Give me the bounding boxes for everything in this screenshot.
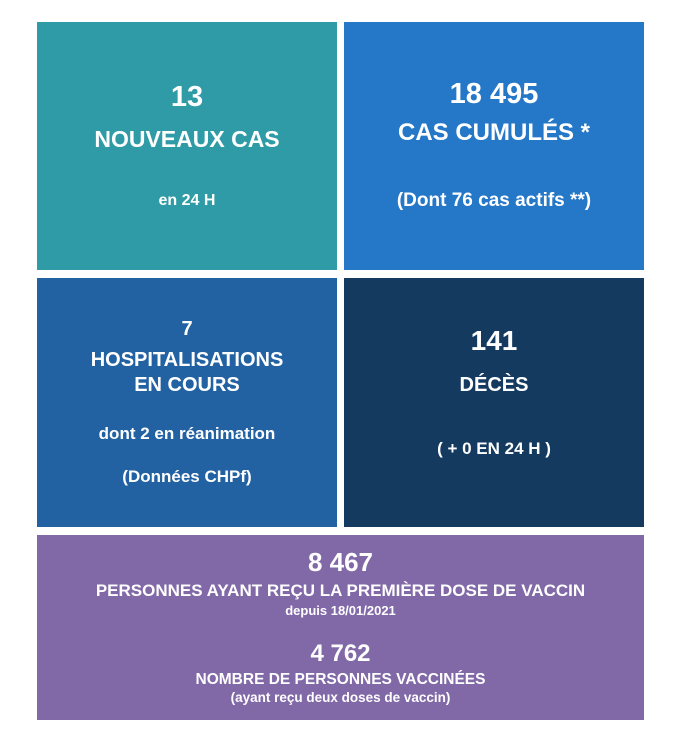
vaccinated-label: NOMBRE DE PERSONNES VACCINÉES <box>195 670 486 688</box>
data-source-note: (Données CHPf) <box>122 466 252 486</box>
first-dose-date-note: depuis 18/01/2021 <box>285 602 396 618</box>
vaccination-banner: 8 467 PERSONNES AYANT REÇU LA PREMIÈRE D… <box>37 535 644 720</box>
vaccinated-note: (ayant reçu deux doses de vaccin) <box>230 690 451 706</box>
active-cases-note: (Dont 76 cas actifs **) <box>396 189 592 211</box>
cumulative-cases-label: CAS CUMULÉS * <box>397 119 590 147</box>
deaths-value: 141 <box>470 324 518 356</box>
stat-card-new-cases: 13 NOUVEAUX CAS en 24 H <box>37 22 337 270</box>
new-cases-period: en 24 H <box>158 192 216 210</box>
stat-card-deaths: 141 DÉCÈS ( + 0 EN 24 H ) <box>344 278 644 527</box>
deaths-24h-note: ( + 0 EN 24 H ) <box>437 438 551 458</box>
first-dose-label: PERSONNES AYANT REÇU LA PREMIÈRE DOSE DE… <box>95 581 586 601</box>
hospitalizations-value: 7 <box>181 318 193 341</box>
cumulative-cases-value: 18 495 <box>449 78 539 111</box>
hospitalizations-label: HOSPITALISATIONS EN COURS <box>90 349 284 397</box>
new-cases-label: NOUVEAUX CAS <box>94 125 280 152</box>
new-cases-value: 13 <box>170 80 204 113</box>
icu-note: dont 2 en réanimation <box>98 424 276 444</box>
stat-card-hospitalizations: 7 HOSPITALISATIONS EN COURS dont 2 en ré… <box>37 278 337 527</box>
stats-dashboard: 13 NOUVEAUX CAS en 24 H 18 495 CAS CUMUL… <box>37 22 644 720</box>
first-dose-value: 8 467 <box>307 547 374 578</box>
stat-card-cumulative-cases: 18 495 CAS CUMULÉS * (Dont 76 cas actifs… <box>344 22 644 270</box>
deaths-label: DÉCÈS <box>459 373 529 396</box>
vaccinated-value: 4 762 <box>310 640 371 668</box>
deaths-content: 141 DÉCÈS ( + 0 EN 24 H ) <box>437 324 551 459</box>
